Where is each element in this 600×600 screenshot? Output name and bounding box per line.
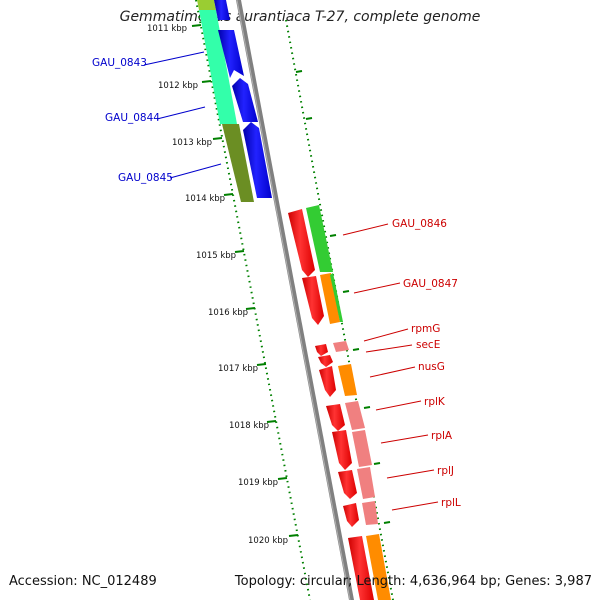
reverse-strand-genes (214, 0, 272, 198)
tick-marks (191, 24, 391, 537)
gene-nusG (319, 366, 336, 397)
gene-label-rplA[interactable]: rplA (431, 430, 453, 442)
gene-label-GAU_0845[interactable]: GAU_0845 (118, 172, 173, 184)
gene-label-rplK[interactable]: rplK (424, 396, 446, 408)
backbone-highlight (236, 0, 351, 600)
tick-label-1016: 1016 kbp (208, 308, 248, 318)
gene-GAU_0842 (214, 0, 230, 20)
tick-label-1011: 1011 kbp (147, 24, 187, 34)
gene-label-GAU_0843[interactable]: GAU_0843 (92, 57, 147, 69)
gene-rpmG (315, 344, 328, 356)
gene-label-GAU_0844[interactable]: GAU_0844 (105, 112, 160, 124)
gene-rplK (326, 404, 345, 431)
accession-text: Accession: NC_012489 (9, 574, 157, 589)
gene-label-GAU_0847[interactable]: GAU_0847 (403, 278, 458, 290)
tick-labels: 1011 kbp 1012 kbp 1013 kbp 1014 kbp 1015… (147, 24, 288, 546)
gene-labels: GAU_0843 GAU_0844 GAU_0845 GAU_0846 GAU_… (92, 57, 461, 509)
gene-rplA (332, 430, 352, 470)
gene-GAU_0847 (302, 276, 324, 325)
gene-label-rplJ[interactable]: rplJ (437, 465, 454, 477)
gene-next (348, 536, 374, 600)
cog-ring-forward (306, 205, 391, 600)
forward-strand-genes (288, 209, 374, 600)
gene-label-GAU_0846[interactable]: GAU_0846 (392, 218, 447, 230)
tick-label-1015: 1015 kbp (196, 251, 236, 261)
gene-rplL (343, 503, 359, 527)
gene-GAU_0843 (218, 30, 244, 78)
tick-label-1012: 1012 kbp (158, 81, 198, 91)
gene-secE (318, 355, 333, 367)
label-leader-lines (143, 51, 439, 511)
gene-label-nusG[interactable]: nusG (418, 361, 445, 373)
gene-rplJ (338, 470, 357, 499)
tick-label-1014: 1014 kbp (185, 194, 225, 204)
tick-label-1019: 1019 kbp (238, 478, 278, 488)
gene-GAU_0846 (288, 209, 315, 277)
tick-label-1017: 1017 kbp (218, 364, 258, 374)
tick-label-1018: 1018 kbp (229, 421, 269, 431)
genome-summary-text: Topology: circular; Length: 4,636,964 bp… (234, 574, 592, 589)
gene-GAU_0845 (243, 122, 272, 198)
gene-label-rpmG[interactable]: rpmG (411, 323, 440, 335)
cog-ring-reverse (197, 0, 254, 202)
tick-label-1013: 1013 kbp (172, 138, 212, 148)
gene-label-secE[interactable]: secE (416, 339, 440, 351)
gene-label-rplL[interactable]: rplL (441, 497, 461, 509)
gene-GAU_0844 (232, 78, 258, 122)
tick-label-1020: 1020 kbp (248, 536, 288, 546)
